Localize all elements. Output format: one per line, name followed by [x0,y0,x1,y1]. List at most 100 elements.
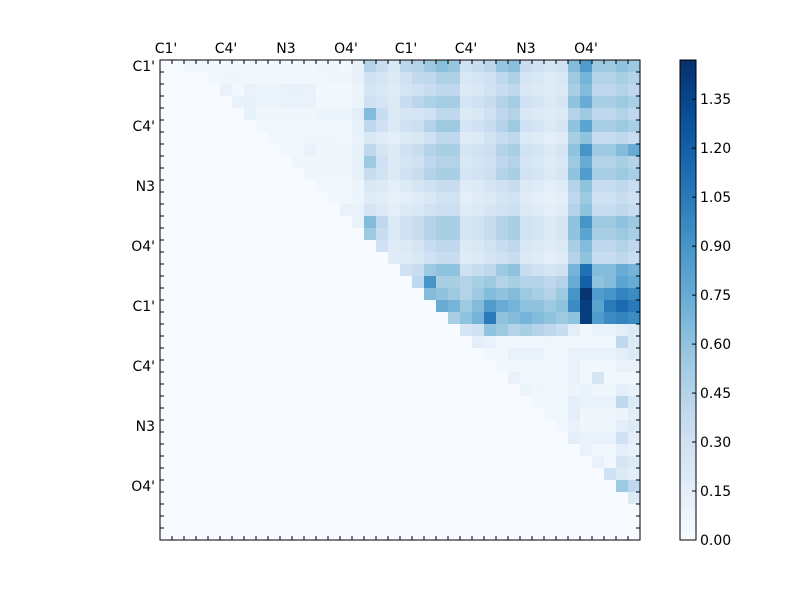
heatmap-cell [256,312,269,325]
heatmap-cell [424,228,437,241]
heatmap-cell [484,432,497,445]
heatmap-cell [184,432,197,445]
heatmap-cell [616,228,629,241]
heatmap-cell [304,156,317,169]
heatmap-cell [628,276,641,289]
heatmap-cell [460,144,473,157]
heatmap-cell [268,384,281,397]
heatmap-cell [268,252,281,265]
heatmap-cell [376,216,389,229]
heatmap-cell [472,492,485,505]
heatmap-cell [508,288,521,301]
heatmap-cell [532,504,545,517]
heatmap-cell [604,432,617,445]
heatmap-cell [484,312,497,325]
heatmap-cell [544,492,557,505]
heatmap-cell [256,108,269,121]
heatmap-cell [160,168,173,181]
heatmap-cell [400,348,413,361]
heatmap-cell [292,288,305,301]
heatmap-cell [508,60,521,73]
heatmap-cell [196,312,209,325]
heatmap-cell [568,252,581,265]
heatmap-cell [412,204,425,217]
heatmap-cell [448,384,461,397]
heatmap-cell [352,204,365,217]
heatmap-cell [208,180,221,193]
heatmap-cell [172,468,185,481]
heatmap-cell [604,276,617,289]
heatmap-cell [268,156,281,169]
heatmap-cell [280,372,293,385]
heatmap-cell [208,444,221,457]
y-tick-label: C4' [132,359,155,375]
heatmap-cell [568,192,581,205]
heatmap-cell [508,228,521,241]
heatmap-cell [328,180,341,193]
heatmap-cell [364,132,377,145]
heatmap-cell [412,120,425,133]
heatmap-cell [604,360,617,373]
heatmap-cell [376,156,389,169]
heatmap-cell [508,384,521,397]
heatmap-cell [520,504,533,517]
heatmap-cell [376,420,389,433]
heatmap-cell [508,216,521,229]
heatmap-cell [280,300,293,313]
heatmap-cell [376,468,389,481]
heatmap-cell [556,156,569,169]
heatmap-cell [484,408,497,421]
heatmap-cell [172,252,185,265]
heatmap-cell [496,300,509,313]
heatmap-cell [316,84,329,97]
heatmap-cell [256,480,269,493]
heatmap-cell [496,348,509,361]
heatmap-cell [316,252,329,265]
heatmap-cell [364,408,377,421]
heatmap-cell [508,192,521,205]
heatmap-cell [184,384,197,397]
heatmap-cell [484,360,497,373]
heatmap-cell [580,108,593,121]
heatmap-cell [544,132,557,145]
heatmap-cell [592,252,605,265]
heatmap-cell [232,108,245,121]
heatmap-cell [484,228,497,241]
heatmap-cell [496,396,509,409]
heatmap-cell [184,276,197,289]
heatmap-cell [208,156,221,169]
heatmap-cell [472,372,485,385]
heatmap-cell [292,324,305,337]
heatmap-cell [628,72,641,85]
heatmap-cell [412,168,425,181]
heatmap-cell [220,240,233,253]
heatmap-cell [568,84,581,97]
heatmap-cell [556,240,569,253]
heatmap-cell [388,384,401,397]
heatmap-cell [208,216,221,229]
heatmap-cell [220,144,233,157]
heatmap-cell [304,204,317,217]
heatmap-cell [400,132,413,145]
heatmap-cell [532,264,545,277]
heatmap-cell [196,288,209,301]
heatmap-cell [412,396,425,409]
heatmap-cell [316,324,329,337]
heatmap-cell [208,192,221,205]
heatmap-cell [508,336,521,349]
x-tick-labels: C1' C4' N3 O4' C1' C4' N3 O4' [155,41,598,57]
heatmap-cell [340,360,353,373]
heatmap-cell [616,480,629,493]
heatmap-cell [520,240,533,253]
heatmap-cell [628,396,641,409]
heatmap-cell [628,204,641,217]
heatmap-cell [628,84,641,97]
heatmap-cell [604,228,617,241]
heatmap-cell [520,384,533,397]
heatmap-cell [352,444,365,457]
heatmap-cell [412,228,425,241]
heatmap-cell [556,384,569,397]
heatmap-cell [364,492,377,505]
heatmap-cell [280,168,293,181]
heatmap-cell [508,420,521,433]
